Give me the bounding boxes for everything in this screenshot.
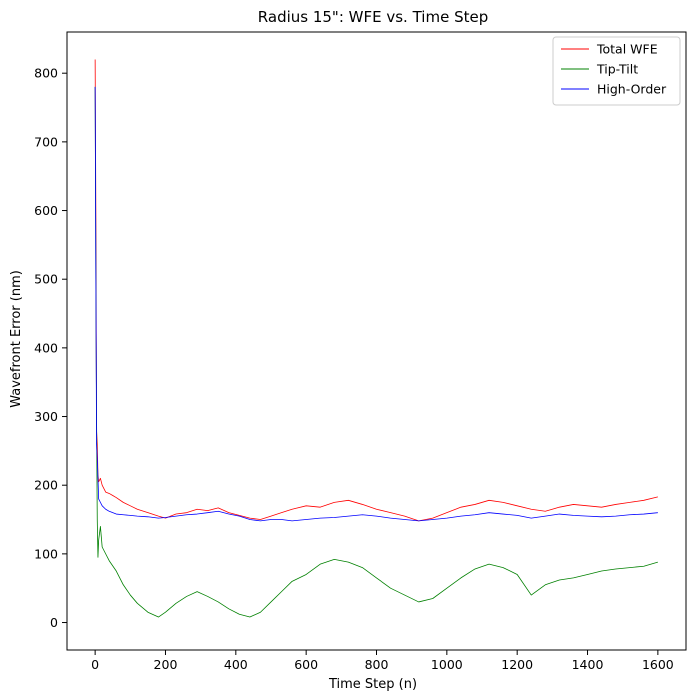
- y-axis-ticks: 0 100 200 300 400 500 600 700 800: [34, 66, 67, 630]
- x-axis-label: Time Step (n): [328, 677, 417, 692]
- axes-frame: [66, 31, 687, 651]
- series-line-tip-tilt: [94, 86, 658, 618]
- x-tick-label: 0: [91, 657, 99, 672]
- y-tick-label: 400: [34, 340, 58, 355]
- legend-label: Tip-Tilt: [596, 62, 638, 77]
- x-tick-label: 1200: [501, 657, 533, 672]
- plot-area: [94, 59, 658, 618]
- series-line-high-order: [94, 86, 658, 522]
- x-tick-label: 200: [154, 657, 178, 672]
- x-tick-label: 1600: [642, 657, 674, 672]
- x-axis-ticks: 0 200 400 600 800 1000 1200 1400 1600: [91, 650, 674, 672]
- y-tick-label: 500: [34, 272, 58, 287]
- legend-label: High-Order: [597, 82, 667, 97]
- y-axis-label: Wavefront Error (nm): [9, 270, 24, 408]
- y-tick-label: 100: [34, 546, 58, 561]
- legend-box: [552, 36, 681, 106]
- x-tick-label: 400: [224, 657, 248, 672]
- legend: Total WFE Tip-Tilt High-Order: [552, 36, 681, 106]
- y-tick-label: 800: [34, 66, 58, 81]
- x-tick-label: 800: [365, 657, 389, 672]
- y-tick-label: 600: [34, 203, 58, 218]
- y-tick-label: 700: [34, 134, 58, 149]
- y-tick-label: 300: [34, 409, 58, 424]
- x-tick-label: 1400: [572, 657, 604, 672]
- series-line-total-wfe: [94, 59, 658, 522]
- y-tick-label: 0: [50, 615, 58, 630]
- legend-label: Total WFE: [596, 42, 658, 57]
- x-tick-label: 1000: [431, 657, 463, 672]
- y-tick-label: 200: [34, 478, 58, 493]
- chart-title: Radius 15": WFE vs. Time Step: [258, 8, 488, 26]
- x-tick-label: 600: [294, 657, 318, 672]
